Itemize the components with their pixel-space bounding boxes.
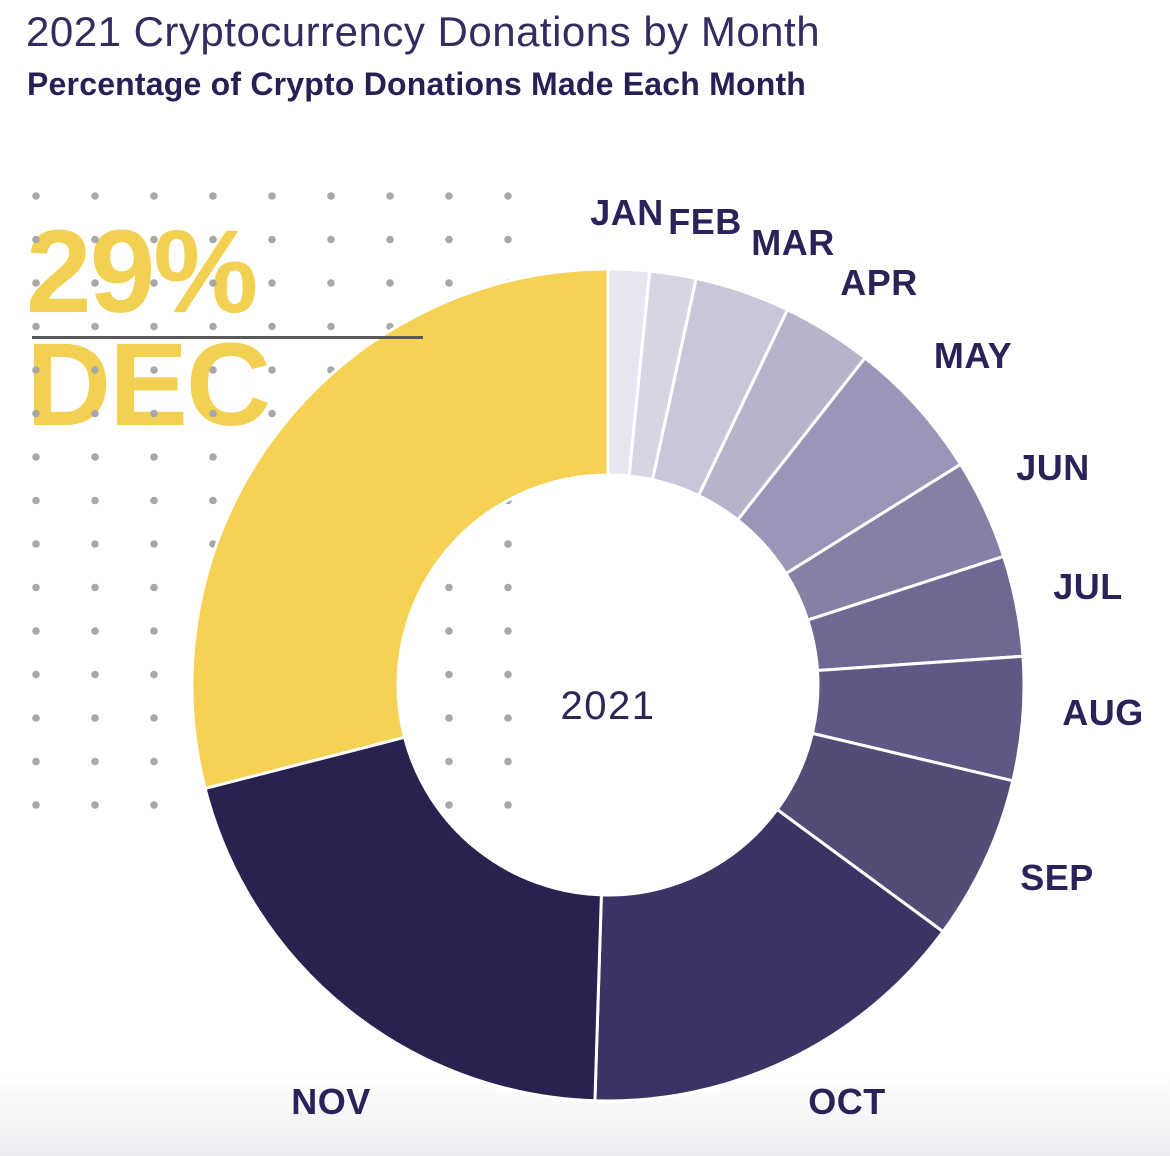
chart-subtitle: Percentage of Crypto Donations Made Each… [27,66,807,102]
donut-segment-dec: DEC 29% [190,267,610,791]
month-label-mar: MAR [751,222,835,263]
month-label-oct: OCT [808,1081,886,1122]
month-label-jul: JUL [1053,566,1123,607]
donut-segment-oct: OCT 15.4% [593,807,946,1103]
month-label-may: MAY [933,335,1013,376]
chart-title: 2021 Cryptocurrency Donations by Month [26,8,821,55]
callout-value: 29% [26,206,258,338]
month-label-sep: SEP [1020,857,1094,898]
month-label-aug: AUG [1062,692,1144,733]
callout-divider-line [32,336,423,339]
center-year-label: 2021 [560,684,656,728]
month-label-jun: JUN [1016,447,1090,488]
month-label-jan: JAN [590,192,664,233]
month-label-nov: NOV [291,1081,371,1122]
donut-segment-sep: SEP 6.4% [775,731,1015,934]
month-label-apr: APR [840,262,918,303]
callout-label: DEC [26,319,271,451]
donut-segment-nov: NOV 20.5% [203,735,603,1103]
month-label-feb: FEB [668,201,742,242]
